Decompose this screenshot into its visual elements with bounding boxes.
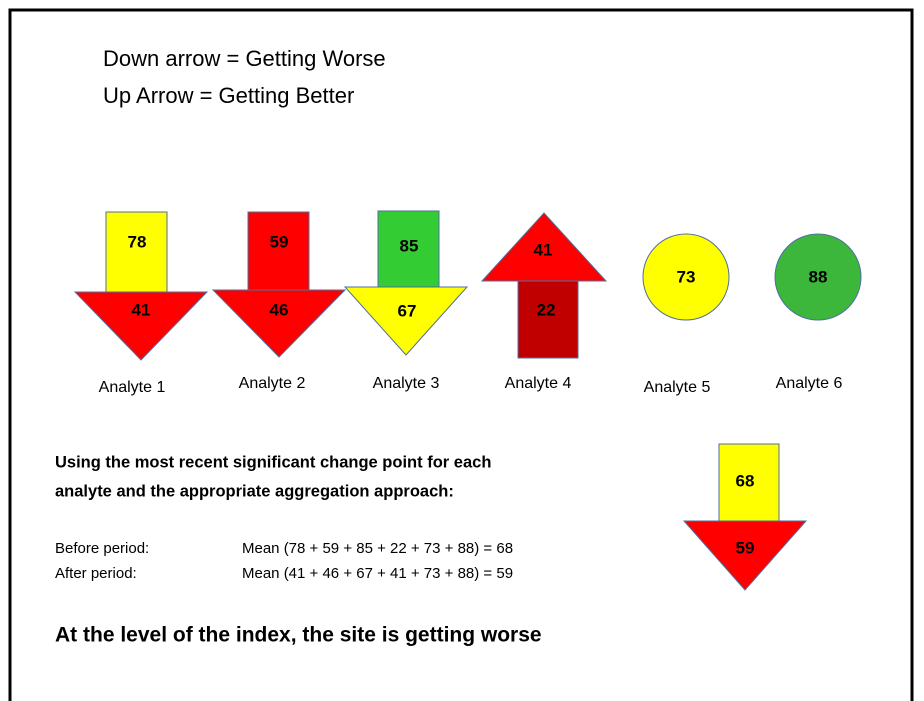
after-value: 41 xyxy=(534,240,553,259)
status-circle xyxy=(774,233,862,321)
before-box xyxy=(517,280,579,359)
legend-line: Down arrow = Getting Worse xyxy=(103,46,386,71)
before-value: 59 xyxy=(270,232,289,251)
heading-line: analyte and the appropriate aggregation … xyxy=(55,482,454,500)
analyte-label: Analyte 6 xyxy=(776,375,843,392)
status-circle xyxy=(642,233,730,321)
after-arrow xyxy=(211,289,347,358)
row-formula: Mean (41 + 46 + 67 + 41 + 73 + 88) = 59 xyxy=(242,565,513,582)
after-arrow xyxy=(343,286,469,356)
after-value: 46 xyxy=(270,300,289,319)
analyte-label: Analyte 1 xyxy=(99,379,166,396)
before-box xyxy=(247,211,310,291)
before-box xyxy=(105,211,168,293)
value: 88 xyxy=(809,267,828,286)
frame xyxy=(8,8,914,701)
before-value: 85 xyxy=(400,236,419,255)
analyte-label: Analyte 5 xyxy=(644,379,711,396)
analyte-label: Analyte 2 xyxy=(239,375,306,392)
row-label: After period: xyxy=(55,565,137,582)
row-formula: Mean (78 + 59 + 85 + 22 + 73 + 88) = 68 xyxy=(242,540,513,557)
index-after-arrow xyxy=(682,520,808,591)
conclusion: At the level of the index, the site is g… xyxy=(55,624,542,647)
value: 73 xyxy=(677,267,696,286)
analyte-label: Analyte 4 xyxy=(505,375,572,392)
before-value: 78 xyxy=(128,232,147,251)
analyte-label: Analyte 3 xyxy=(373,375,440,392)
index-before-box xyxy=(718,443,780,522)
legend-line: Up Arrow = Getting Better xyxy=(103,83,354,108)
after-value: 67 xyxy=(398,301,417,320)
before-value: 22 xyxy=(537,300,556,319)
heading-line: Using the most recent significant change… xyxy=(55,453,491,471)
after-arrow xyxy=(73,291,209,361)
index-before-value: 68 xyxy=(736,471,755,490)
after-value: 41 xyxy=(132,300,151,319)
row-label: Before period: xyxy=(55,540,149,557)
index-after-value: 59 xyxy=(736,538,755,557)
